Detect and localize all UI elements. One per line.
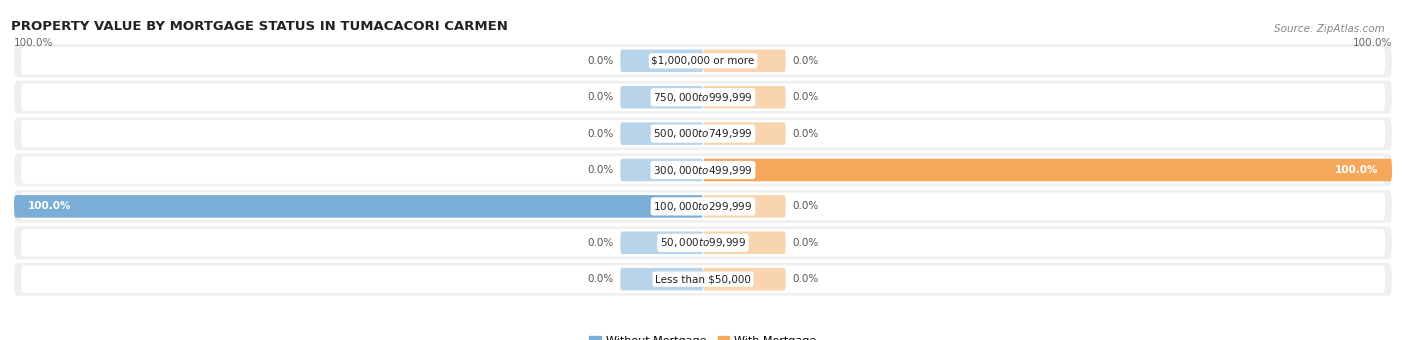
FancyBboxPatch shape (703, 50, 786, 72)
Text: 100.0%: 100.0% (1334, 165, 1378, 175)
FancyBboxPatch shape (14, 263, 1392, 295)
FancyBboxPatch shape (620, 86, 703, 108)
FancyBboxPatch shape (620, 159, 703, 181)
Text: 0.0%: 0.0% (588, 274, 613, 284)
FancyBboxPatch shape (21, 229, 1385, 257)
FancyBboxPatch shape (14, 195, 703, 218)
Text: 100.0%: 100.0% (14, 38, 53, 48)
Text: 0.0%: 0.0% (588, 165, 613, 175)
FancyBboxPatch shape (14, 190, 1392, 223)
Text: 100.0%: 100.0% (1353, 38, 1392, 48)
FancyBboxPatch shape (620, 50, 703, 72)
Text: Source: ZipAtlas.com: Source: ZipAtlas.com (1274, 24, 1385, 34)
Text: Less than $50,000: Less than $50,000 (655, 274, 751, 284)
FancyBboxPatch shape (21, 265, 1385, 293)
Text: 0.0%: 0.0% (793, 92, 818, 102)
FancyBboxPatch shape (620, 268, 703, 290)
Text: 0.0%: 0.0% (588, 238, 613, 248)
FancyBboxPatch shape (703, 86, 786, 108)
Text: $750,000 to $999,999: $750,000 to $999,999 (654, 91, 752, 104)
Text: PROPERTY VALUE BY MORTGAGE STATUS IN TUMACACORI CARMEN: PROPERTY VALUE BY MORTGAGE STATUS IN TUM… (11, 20, 508, 33)
Legend: Without Mortgage, With Mortgage: Without Mortgage, With Mortgage (585, 332, 821, 340)
FancyBboxPatch shape (703, 195, 786, 218)
FancyBboxPatch shape (14, 117, 1392, 150)
FancyBboxPatch shape (21, 83, 1385, 111)
FancyBboxPatch shape (14, 154, 1392, 186)
FancyBboxPatch shape (14, 45, 1392, 77)
Text: 0.0%: 0.0% (588, 56, 613, 66)
Text: 0.0%: 0.0% (588, 92, 613, 102)
FancyBboxPatch shape (620, 122, 703, 145)
Text: 0.0%: 0.0% (793, 238, 818, 248)
Text: 0.0%: 0.0% (793, 201, 818, 211)
FancyBboxPatch shape (14, 81, 1392, 114)
Text: 100.0%: 100.0% (28, 201, 72, 211)
Text: $50,000 to $99,999: $50,000 to $99,999 (659, 236, 747, 249)
FancyBboxPatch shape (620, 232, 703, 254)
Text: 0.0%: 0.0% (793, 129, 818, 139)
FancyBboxPatch shape (21, 156, 1385, 184)
Text: $1,000,000 or more: $1,000,000 or more (651, 56, 755, 66)
FancyBboxPatch shape (703, 232, 786, 254)
FancyBboxPatch shape (14, 226, 1392, 259)
FancyBboxPatch shape (703, 268, 786, 290)
Text: 0.0%: 0.0% (793, 274, 818, 284)
Text: 0.0%: 0.0% (588, 129, 613, 139)
Text: $300,000 to $499,999: $300,000 to $499,999 (654, 164, 752, 176)
FancyBboxPatch shape (703, 122, 786, 145)
Text: $100,000 to $299,999: $100,000 to $299,999 (654, 200, 752, 213)
FancyBboxPatch shape (21, 192, 1385, 220)
Text: $500,000 to $749,999: $500,000 to $749,999 (654, 127, 752, 140)
FancyBboxPatch shape (703, 159, 1392, 181)
FancyBboxPatch shape (21, 120, 1385, 148)
Text: 0.0%: 0.0% (793, 56, 818, 66)
FancyBboxPatch shape (21, 47, 1385, 75)
